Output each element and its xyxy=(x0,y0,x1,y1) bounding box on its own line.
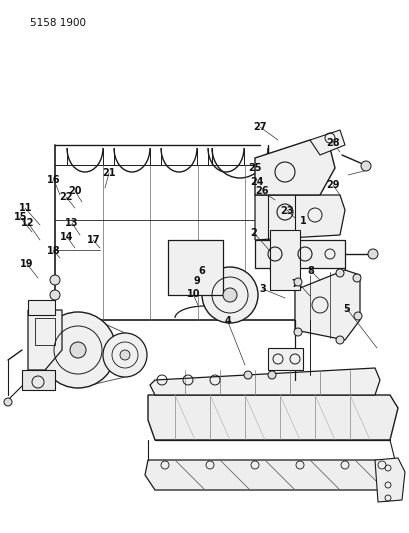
Text: 9: 9 xyxy=(193,277,200,286)
Polygon shape xyxy=(374,458,404,502)
Circle shape xyxy=(70,342,86,358)
Text: 24: 24 xyxy=(250,177,263,187)
Text: 4: 4 xyxy=(225,317,231,326)
Circle shape xyxy=(243,371,252,379)
Text: 5158 1900: 5158 1900 xyxy=(30,18,86,28)
Circle shape xyxy=(293,278,301,286)
Text: 23: 23 xyxy=(280,206,293,215)
Polygon shape xyxy=(309,130,344,155)
Polygon shape xyxy=(28,300,55,315)
Circle shape xyxy=(202,267,257,323)
Bar xyxy=(267,348,302,370)
Text: 12: 12 xyxy=(21,218,34,228)
Bar xyxy=(254,240,344,268)
Circle shape xyxy=(352,274,360,282)
Circle shape xyxy=(4,398,12,406)
Text: 1: 1 xyxy=(299,216,306,226)
Circle shape xyxy=(267,371,275,379)
Text: 19: 19 xyxy=(20,259,33,269)
Text: 8: 8 xyxy=(307,266,313,276)
Text: 5: 5 xyxy=(342,304,349,314)
Bar xyxy=(270,230,299,290)
Text: 11: 11 xyxy=(19,203,32,213)
Circle shape xyxy=(50,275,60,285)
Bar xyxy=(168,240,222,295)
Circle shape xyxy=(293,328,301,336)
Text: 17: 17 xyxy=(87,235,100,245)
Circle shape xyxy=(335,269,343,277)
Polygon shape xyxy=(55,320,100,360)
Polygon shape xyxy=(294,270,359,340)
Text: 29: 29 xyxy=(326,181,339,190)
Polygon shape xyxy=(148,395,397,440)
Text: 20: 20 xyxy=(68,186,81,196)
Text: 22: 22 xyxy=(59,192,72,202)
Circle shape xyxy=(40,312,116,388)
Circle shape xyxy=(353,312,361,320)
Text: 14: 14 xyxy=(60,232,73,242)
Circle shape xyxy=(50,290,60,300)
Circle shape xyxy=(360,161,370,171)
Text: 25: 25 xyxy=(248,163,261,173)
Polygon shape xyxy=(254,195,344,240)
Text: 15: 15 xyxy=(14,213,27,222)
Text: 28: 28 xyxy=(325,138,339,148)
Circle shape xyxy=(367,249,377,259)
Polygon shape xyxy=(28,310,62,370)
Text: 2: 2 xyxy=(249,228,256,238)
Circle shape xyxy=(120,350,130,360)
Text: 21: 21 xyxy=(102,168,115,178)
Text: 26: 26 xyxy=(254,186,267,196)
Text: 10: 10 xyxy=(187,289,200,299)
Circle shape xyxy=(103,333,147,377)
Text: 13: 13 xyxy=(65,218,78,228)
Text: 6: 6 xyxy=(198,266,205,276)
Polygon shape xyxy=(22,370,55,390)
Polygon shape xyxy=(150,368,379,395)
Text: 7: 7 xyxy=(290,279,297,289)
Text: 3: 3 xyxy=(258,284,265,294)
Circle shape xyxy=(335,336,343,344)
Circle shape xyxy=(222,288,236,302)
Text: 18: 18 xyxy=(46,246,60,255)
Polygon shape xyxy=(254,140,334,195)
Text: 27: 27 xyxy=(253,122,266,132)
Polygon shape xyxy=(145,460,401,490)
Text: 16: 16 xyxy=(47,175,61,185)
